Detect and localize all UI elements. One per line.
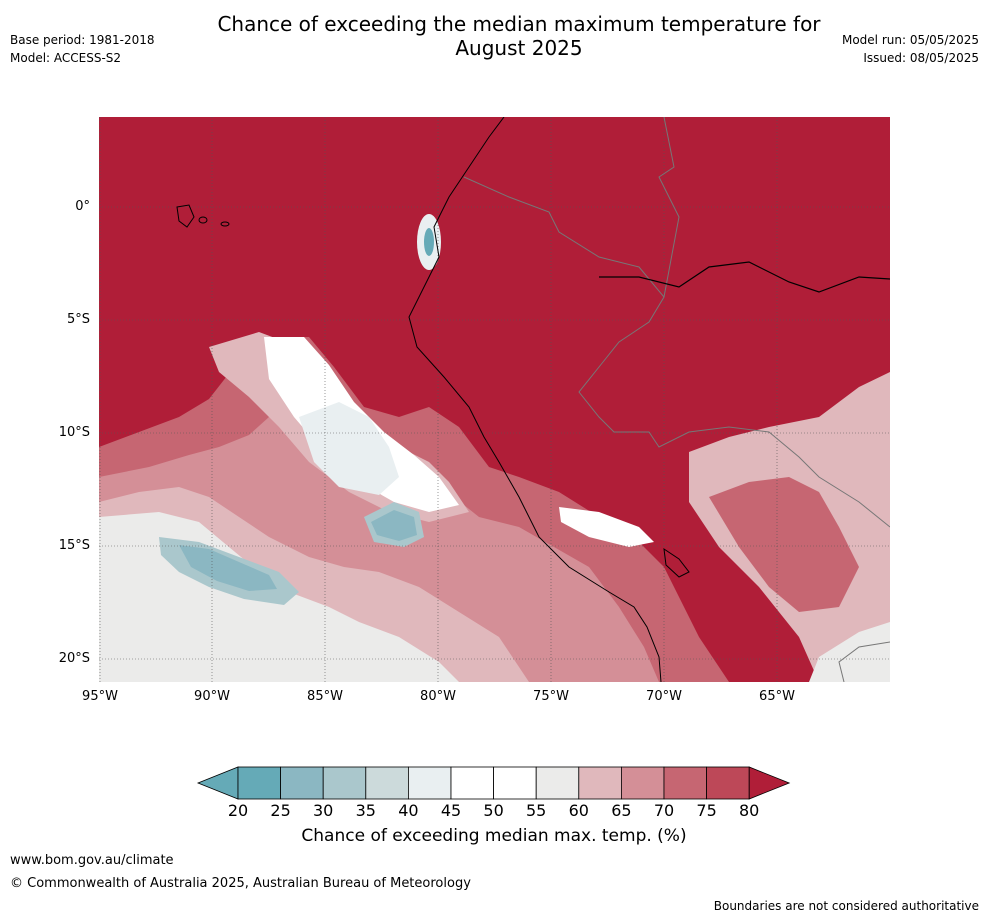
contour-east-70 bbox=[709, 477, 859, 612]
lat-label-0: 0° bbox=[75, 199, 90, 214]
footer-copyright: © Commonwealth of Australia 2025, Austra… bbox=[10, 876, 471, 891]
contour-45 bbox=[299, 402, 399, 495]
colorbar-tick-80: 80 bbox=[739, 801, 760, 820]
lon-label-80w: 80°W bbox=[420, 689, 456, 704]
metadata-left: Base period: 1981-2018 Model: ACCESS-S2 bbox=[10, 31, 155, 67]
lon-label-65w: 65°W bbox=[759, 689, 795, 704]
colorbar-cell-20-25 bbox=[237, 766, 281, 800]
colorbar-cell-65-70 bbox=[620, 766, 665, 800]
galapagos-islands bbox=[176, 204, 230, 228]
colorbar-tick-40: 40 bbox=[398, 801, 419, 820]
contour-gulf-guayaquil-low bbox=[424, 228, 434, 256]
colorbar-cell-55-60 bbox=[535, 766, 580, 800]
colorbar-tick-50: 50 bbox=[483, 801, 504, 820]
colorbar-cell-45-50 bbox=[450, 766, 494, 800]
lon-label-90w: 90°W bbox=[194, 689, 230, 704]
colorbar-cell-75-80 bbox=[706, 766, 750, 800]
model-run: Model run: 05/05/2025 bbox=[841, 33, 979, 47]
contour-east-55 bbox=[809, 622, 890, 682]
metadata-right: Model run: 05/05/2025 Issued: 08/05/2025 bbox=[842, 31, 979, 67]
map-title: Chance of exceeding the median maximum t… bbox=[217, 12, 821, 60]
contour-30 bbox=[371, 510, 417, 541]
boundaries-disclaimer: Boundaries are not considered authoritat… bbox=[713, 899, 979, 913]
lon-label-95w: 95°W bbox=[82, 689, 118, 704]
issued-date: Issued: 08/05/2025 bbox=[863, 51, 979, 65]
lat-label-20s: 20°S bbox=[58, 651, 90, 666]
colorbar-cell-50-55 bbox=[493, 766, 537, 800]
colorbar-tick-35: 35 bbox=[355, 801, 376, 820]
colorbar-cells bbox=[196, 766, 791, 800]
model-name: Model: ACCESS-S2 bbox=[10, 51, 122, 65]
probability-map bbox=[99, 117, 890, 682]
amazon-river bbox=[599, 261, 890, 293]
coastline bbox=[408, 117, 662, 682]
colorbar-tick-60: 60 bbox=[568, 801, 589, 820]
lat-label-5s: 5°S bbox=[66, 312, 90, 327]
colorbar-title: Chance of exceeding median max. temp. (%… bbox=[301, 826, 687, 846]
graticule bbox=[99, 117, 890, 682]
lon-label-75w: 75°W bbox=[533, 689, 569, 704]
lat-label-10s: 10°S bbox=[58, 425, 90, 440]
base-period: Base period: 1981-2018 bbox=[10, 33, 155, 47]
colorbar bbox=[196, 766, 791, 800]
colorbar-cell-35-40 bbox=[365, 766, 409, 800]
lon-label-85w: 85°W bbox=[307, 689, 343, 704]
contour-west-30 bbox=[179, 545, 277, 591]
colorbar-cell-30-35 bbox=[322, 766, 367, 800]
map-panel bbox=[99, 117, 890, 682]
colorbar-cell-40-45 bbox=[407, 766, 452, 800]
footer-website[interactable]: www.bom.gov.au/climate bbox=[10, 853, 174, 868]
country-borders bbox=[463, 117, 890, 682]
colorbar-extend-low bbox=[196, 766, 239, 800]
lat-label-15s: 15°S bbox=[58, 538, 90, 553]
colorbar-cell-70-75 bbox=[663, 766, 707, 800]
colorbar-tick-30: 30 bbox=[313, 801, 334, 820]
colorbar-tick-20: 20 bbox=[227, 801, 249, 820]
colorbar-cell-25-30 bbox=[280, 766, 324, 800]
contour-peru-white bbox=[559, 507, 654, 547]
colorbar-tick-25: 25 bbox=[270, 801, 291, 820]
colorbar-tick-65: 65 bbox=[611, 801, 632, 820]
colorbar-tick-55: 55 bbox=[526, 801, 547, 820]
colorbar-tick-45: 45 bbox=[440, 801, 462, 820]
lon-label-70w: 70°W bbox=[646, 689, 682, 704]
colorbar-cell-60-65 bbox=[578, 766, 622, 800]
colorbar-tick-70: 70 bbox=[653, 801, 675, 820]
probability-contours bbox=[99, 214, 890, 682]
colorbar-extend-high bbox=[748, 766, 791, 800]
lake-titicaca bbox=[663, 547, 690, 578]
colorbar-tick-75: 75 bbox=[696, 801, 717, 820]
